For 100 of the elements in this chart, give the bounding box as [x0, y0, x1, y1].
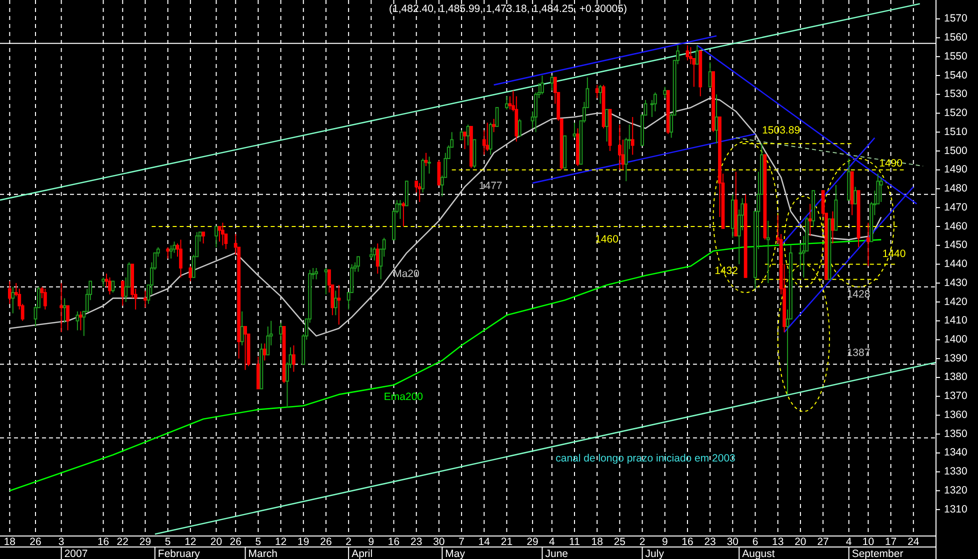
candlestick — [324, 268, 328, 295]
candlestick — [402, 201, 406, 227]
candlestick — [314, 268, 318, 280]
x-tick-label: 16 — [682, 536, 694, 548]
candlestick — [460, 130, 464, 140]
annotation: 1477 — [478, 180, 502, 192]
text: February — [158, 548, 201, 559]
y-tick-label: 1500 — [944, 144, 968, 157]
candlestick — [398, 200, 402, 220]
annotation: Ma20 — [393, 268, 420, 280]
y-tick-label: 1420 — [944, 296, 968, 308]
candlestick — [66, 305, 70, 331]
x-tick-label: 29 — [526, 536, 539, 548]
y-tick-label: 1560 — [944, 32, 968, 44]
candlestick — [76, 310, 80, 331]
candlestick — [262, 342, 266, 361]
text: September — [852, 548, 904, 559]
candlestick — [60, 282, 64, 333]
candlestick — [598, 84, 602, 104]
x-tick-label: 30 — [726, 536, 739, 548]
annotation: 1490 — [879, 158, 903, 170]
candlestick — [372, 246, 376, 261]
candlestick — [428, 156, 431, 174]
x-tick-label: 29 — [139, 536, 152, 548]
y-tick-label: 1440 — [944, 258, 968, 270]
candlestick — [218, 226, 222, 242]
y-tick-label: 1410 — [944, 314, 968, 327]
x-tick-label: 20 — [794, 536, 806, 548]
x-tick-label: 18 — [4, 536, 16, 548]
candlestick — [486, 122, 490, 152]
candlestick — [279, 322, 282, 344]
x-tick-label: 4 — [846, 536, 852, 548]
candlestick — [120, 280, 124, 306]
candlestick — [240, 310, 244, 346]
y-tick-label: 1570 — [944, 12, 968, 25]
candlestick — [102, 276, 105, 288]
chart-title: (1,482.40, 1,485.99, 1,473.18, 1,484.25, +0.30005) — [389, 3, 627, 15]
candlestick — [689, 46, 692, 65]
x-tick-label: 30 — [433, 536, 445, 548]
candlestick — [540, 74, 544, 95]
y-tick-label: 1430 — [944, 276, 968, 289]
text: May — [445, 548, 466, 559]
x-tick-label: 26 — [320, 536, 332, 548]
candlestick — [466, 124, 470, 146]
text: June — [545, 548, 568, 559]
x-tick-label: 12 — [184, 536, 196, 548]
x-tick-label: 21 — [500, 536, 513, 548]
candlestick — [686, 44, 690, 61]
x-tick-label: 7 — [458, 536, 465, 548]
candlestick — [356, 256, 360, 272]
x-tick-label: 14 — [478, 536, 490, 548]
y-tick-label: 1400 — [944, 334, 968, 346]
candlestick — [292, 344, 296, 372]
candlestick — [831, 210, 834, 244]
candlestick — [214, 226, 218, 248]
x-tick-label: 27 — [817, 536, 830, 548]
y-tick-label: 1380 — [944, 371, 968, 384]
x-tick-label: 25 — [614, 536, 626, 548]
candlestick — [376, 242, 380, 274]
candlestick — [144, 290, 147, 308]
y-tick-label: 1470 — [944, 201, 968, 214]
y-tick-label: 1370 — [944, 390, 968, 402]
x-tick-label: 4 — [548, 536, 555, 548]
annotation: canal de longo prazo iniciado em 2003 — [556, 452, 736, 464]
candlestick — [495, 107, 499, 127]
candlestick — [663, 86, 667, 99]
text: April — [352, 548, 373, 559]
candlestick — [595, 84, 599, 99]
x-tick-label: 12 — [274, 536, 287, 548]
candlestick — [879, 176, 883, 202]
candlestick — [505, 96, 508, 110]
candlestick — [166, 246, 170, 260]
candlestick — [518, 118, 522, 136]
x-tick-label: 9 — [368, 536, 374, 548]
annotation: Ema200 — [384, 391, 424, 404]
x-tick-label: 17 — [884, 536, 897, 548]
candlestick — [369, 246, 373, 260]
candlestick — [221, 222, 224, 246]
y-tick-label: 1510 — [944, 126, 968, 138]
annotation: 1428 — [846, 288, 870, 301]
candlestick — [179, 239, 182, 278]
text: July — [645, 548, 665, 559]
x-tick-label: 22 — [116, 536, 129, 548]
x-tick-label: 20 — [210, 536, 222, 548]
candlestick — [78, 310, 82, 331]
candlestick — [62, 298, 66, 324]
x-tick-label: 23 — [704, 536, 716, 548]
y-tick-label: 1480 — [944, 182, 968, 195]
candlestick — [854, 186, 858, 204]
y-tick-label: 1460 — [944, 220, 968, 232]
y-tick-label: 1350 — [944, 428, 968, 440]
y-tick-label: 1520 — [944, 107, 968, 120]
x-tick-label: 5 — [255, 536, 262, 548]
x-tick-label: 19 — [298, 536, 310, 548]
candlestick — [108, 276, 112, 295]
x-tick-label: 2 — [639, 536, 646, 548]
x-tick-label: 11 — [569, 536, 580, 548]
candlestick — [334, 290, 338, 316]
x-tick-label: 26 — [30, 536, 42, 548]
x-tick-label: 2 — [346, 536, 352, 548]
